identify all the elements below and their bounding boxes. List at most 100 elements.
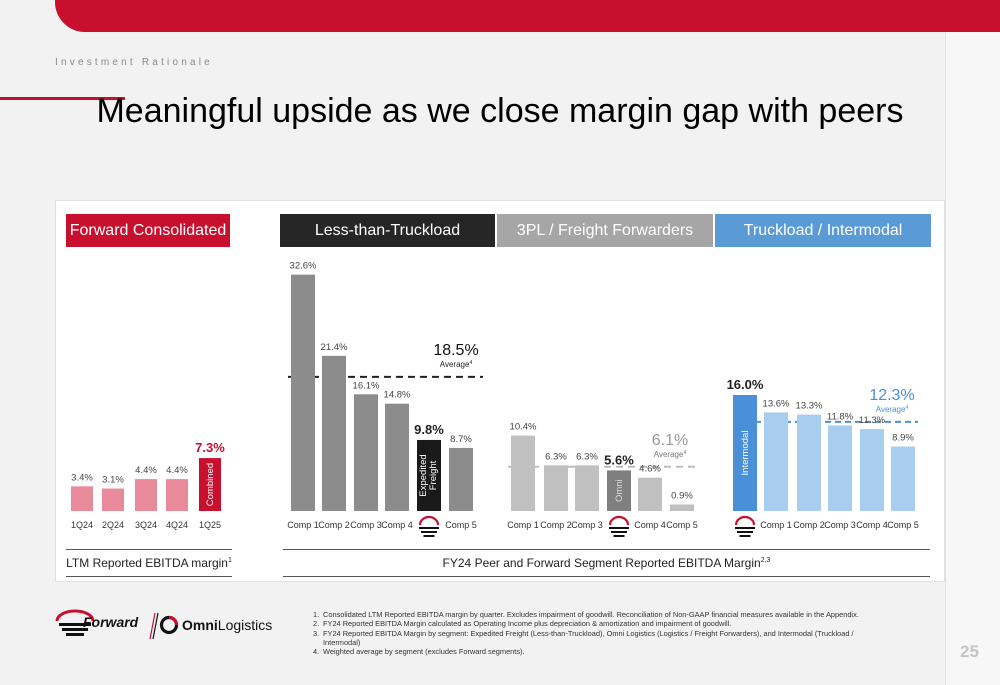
category-tick-label: Comp 4 [634,520,666,530]
bar [544,465,568,511]
segment-header-3pl: 3PL / Freight Forwarders [497,214,713,247]
category-tick-label: 3Q24 [135,520,157,530]
data-label: 16.1% [353,380,380,391]
data-label: 3.1% [102,475,124,486]
footnote: 4. Weighted average by segment (excludes … [313,647,525,657]
average-value-label: 12.3% [869,387,914,404]
data-label: 8.7% [450,434,472,445]
footer-left-text: LTM Reported EBITDA margin [66,556,228,570]
data-label: 0.9% [671,490,693,501]
top-accent-band [55,0,1000,32]
bar [71,486,93,511]
category-tick-label: Comp 4 [856,520,888,530]
footnote: 2. FY24 Reported EBITDA Margin calculated… [313,619,732,629]
bar [135,479,157,511]
data-label: 14.8% [384,390,411,401]
data-label: 13.6% [763,398,790,409]
data-label: 21.4% [321,342,348,353]
data-label: 16.0% [727,377,764,392]
logo-divider-icon [149,612,159,640]
footer-right-label: FY24 Peer and Forward Segment Reported E… [283,556,930,570]
omni-logo-bold: Omni [182,617,218,633]
data-label: 3.4% [71,472,93,483]
bar [385,403,409,511]
bar-inner-label: Expedited [418,454,429,496]
bar-inner-label: Intermodal [740,431,751,476]
average-value-label: 6.1% [652,432,688,449]
chart-panel [55,200,945,582]
data-label: 4.4% [166,465,188,476]
section-label: Investment Rationale [55,57,213,68]
footer-right-top-rule [283,549,930,550]
data-label: 11.3% [859,415,886,426]
bar [291,274,315,511]
footnote: 1. Consolidated LTM Reported EBITDA margi… [313,610,859,619]
forward-logo-icon [418,515,440,537]
category-tick-label: 1Q25 [199,520,221,530]
category-tick-label: Comp 5 [666,520,698,530]
omni-logo-light: Logistics [217,617,273,633]
bar [575,465,599,511]
data-label: 6.3% [545,451,567,462]
omni-logo-mark-icon [159,615,179,635]
right-margin-strip [945,32,1000,685]
data-label: 8.9% [892,432,914,443]
bar-inner-label: Freight [428,460,439,490]
bar-inner-label: Combined [205,463,216,506]
category-tick-label: Comp 3 [571,520,603,530]
bar [449,447,473,511]
category-tick-label: Comp 2 [793,520,825,530]
page-number: 25 [960,642,979,661]
omni-logo-text: OmniLogistics [182,617,272,633]
category-tick-label: Comp 5 [887,520,919,530]
category-tick-label: Comp 4 [381,520,413,530]
data-label: 13.3% [796,401,823,412]
category-tick-label: Comp 2 [318,520,350,530]
data-label: 4.4% [135,465,157,476]
bar [166,479,188,511]
segment-header-truckload: Truckload / Intermodal [715,214,931,247]
bar [828,425,852,511]
category-tick-label: Comp 1 [507,520,539,530]
bar [638,477,662,511]
title-accent-line [0,97,125,100]
forward-logo-mark-icon [55,609,95,636]
bar [797,414,821,511]
data-label: 7.3% [195,440,225,455]
category-tick-label: 4Q24 [166,520,188,530]
footer-right-bottom-rule [283,576,930,577]
bar [860,429,884,511]
forward-segment-bar [417,439,441,511]
footer-right-text: FY24 Peer and Forward Segment Reported E… [442,556,761,570]
footer-left-bottom-rule [66,576,232,577]
segment-header-ltl: Less-than-Truckload [280,214,495,247]
bar-inner-label: Omni [614,479,625,502]
category-tick-label: Comp 3 [350,520,382,530]
forward-segment-bar [607,470,631,511]
category-tick-label: Comp 1 [287,520,319,530]
category-tick-label: 1Q24 [71,520,93,530]
data-label: 6.3% [576,451,598,462]
slide-title: Meaningful upside as we close margin gap… [96,92,904,130]
category-tick-label: Comp 5 [445,520,477,530]
category-tick-label: 2Q24 [102,520,124,530]
average-value-label: 18.5% [433,342,478,359]
forward-segment-bar [733,395,757,511]
bar [891,446,915,511]
category-tick-label: Comp 3 [824,520,856,530]
bar [322,355,346,511]
average-caption: Average4 [876,405,909,414]
data-label: 10.4% [510,422,537,433]
data-label: 9.8% [414,422,444,437]
category-tick-label: Comp 1 [760,520,792,530]
forward-segment-bar [199,458,221,511]
footnotes: 1. Consolidated LTM Reported EBITDA margi… [313,610,873,656]
data-label: 5.6% [604,452,634,467]
company-logos: Forward OmniLogistics [55,609,275,643]
forward-logo-icon [734,515,756,537]
bar [511,435,535,511]
forward-logo-icon [608,515,630,537]
footer-left-label: LTM Reported EBITDA margin1 [66,556,232,570]
forward-logo-text: Forward [83,614,139,630]
